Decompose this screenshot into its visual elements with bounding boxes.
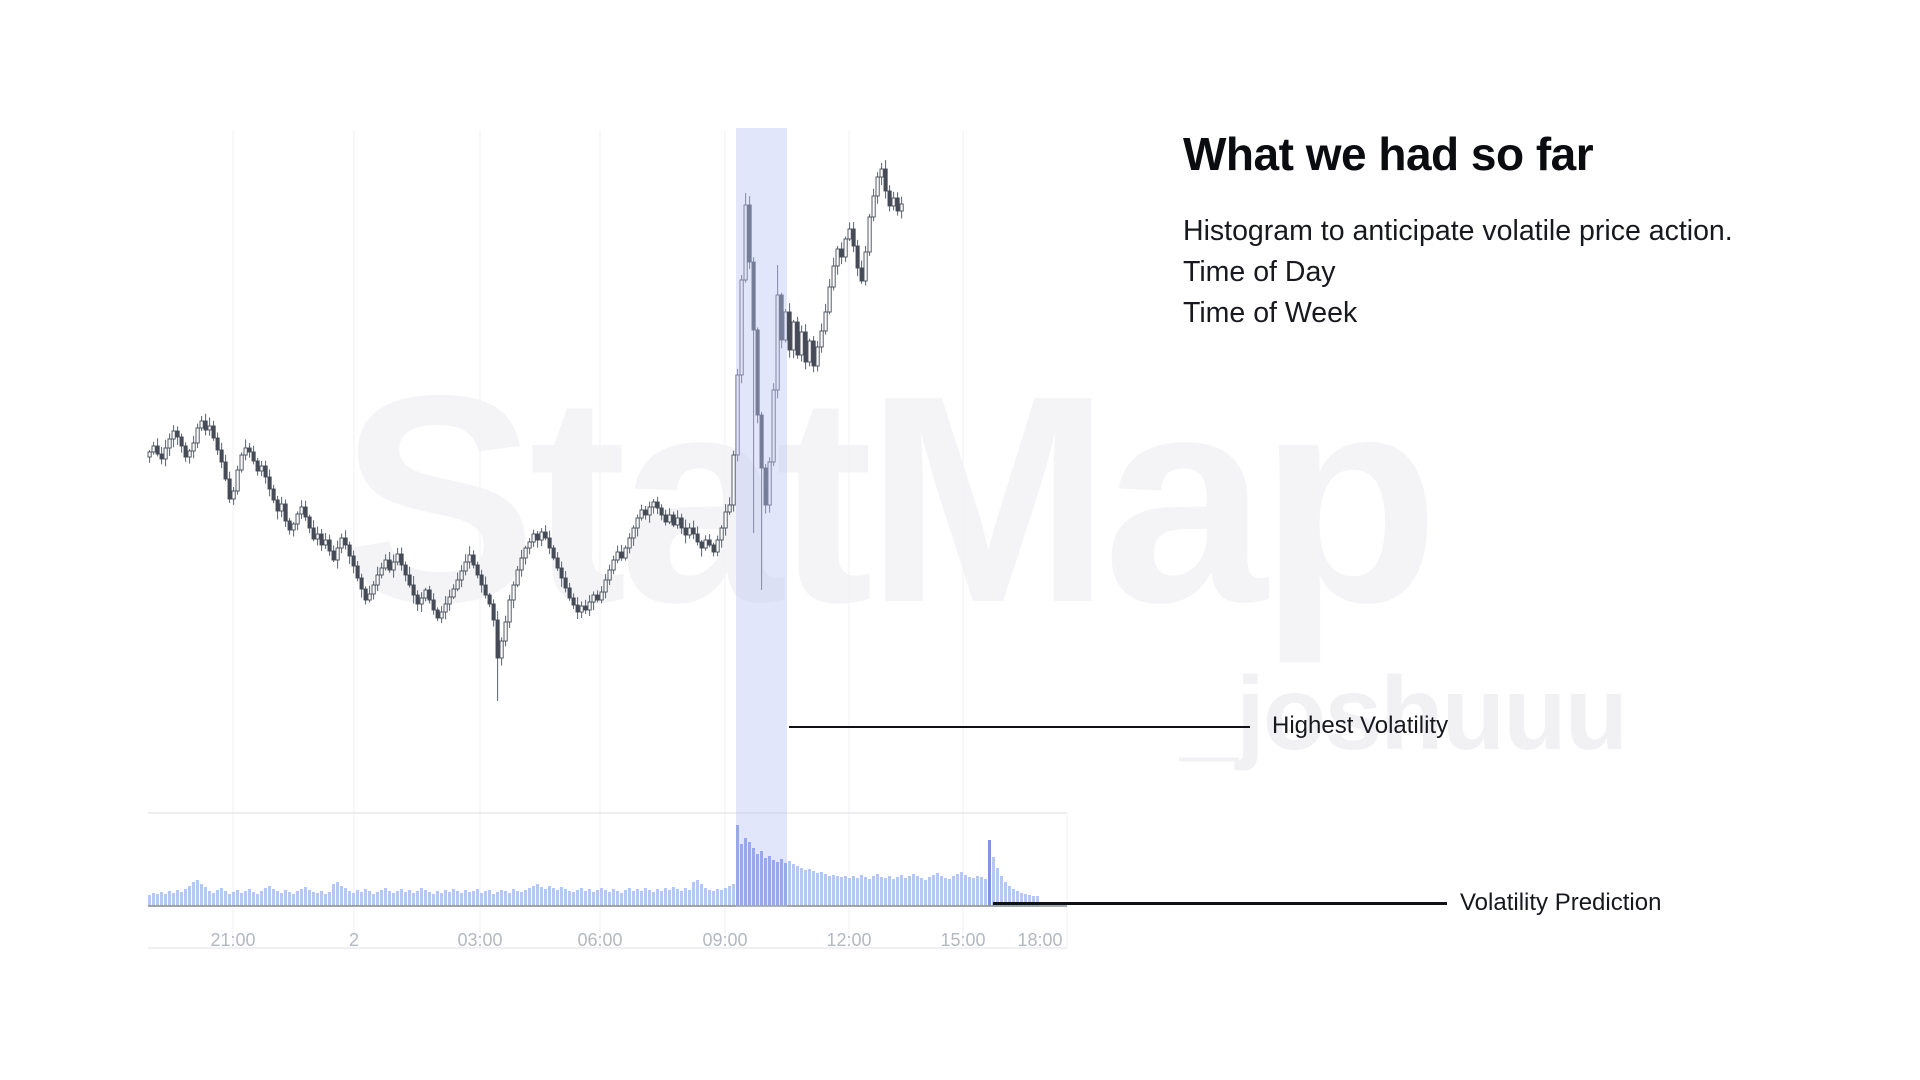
slide-title: What we had so far: [1183, 128, 1594, 180]
watermark-statmap: StatMap: [340, 334, 1439, 664]
candlestick-series: [147, 160, 904, 701]
x-tick-label: 06:00: [577, 930, 623, 950]
text-panel: What we had so far Histogram to anticipa…: [1183, 128, 1863, 334]
watermark-username: _joshuuu: [1180, 656, 1628, 772]
volatility-prediction-label: Volatility Prediction: [1460, 889, 1662, 916]
subtitle-line-1: Histogram to anticipate volatile price a…: [1183, 214, 1733, 247]
volatility-prediction-callout-line: [993, 902, 1447, 905]
highest-volatility-band: [736, 128, 787, 907]
chart-gridlines: [232, 130, 1068, 948]
volatility-histogram-bars: [148, 825, 1039, 906]
histogram-panel-lines: [148, 812, 1067, 949]
x-tick-label: 12:00: [826, 930, 872, 950]
x-tick-label: 09:00: [702, 930, 748, 950]
x-tick-label: 21:00: [210, 930, 256, 950]
x-tick-label: 18:00: [1017, 930, 1063, 950]
subtitle-line-3: Time of Week: [1183, 296, 1358, 329]
x-tick-label: 15:00: [940, 930, 986, 950]
subtitle-line-2: Time of Day: [1183, 255, 1336, 288]
x-tick-label: 2: [348, 930, 360, 950]
highest-volatility-callout-line: [789, 726, 1250, 728]
slide-subtitle: Histogram to anticipate volatile price a…: [1183, 211, 1863, 334]
highest-volatility-label: Highest Volatility: [1272, 712, 1449, 739]
x-tick-label: 03:00: [457, 930, 503, 950]
